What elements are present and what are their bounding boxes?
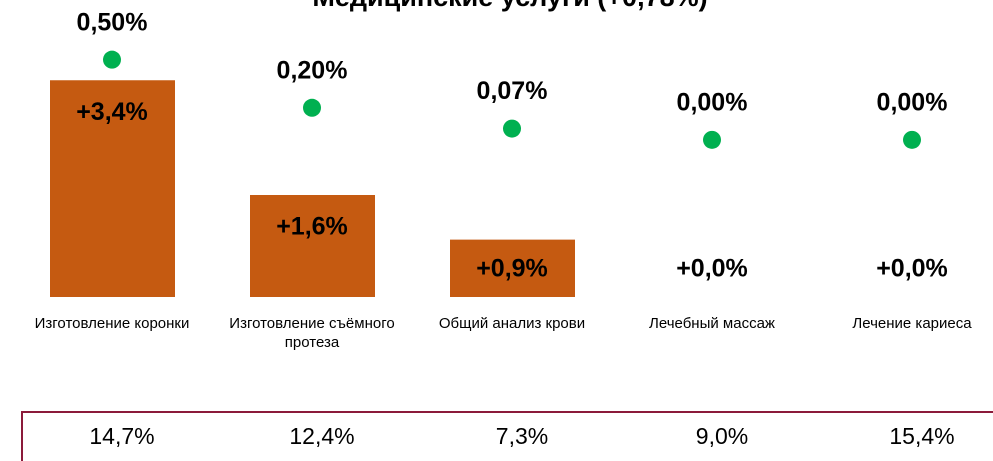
category-label: Изготовление съёмного протеза: [229, 315, 395, 351]
dot-label: 0,50%: [77, 8, 148, 36]
bar: [50, 80, 175, 297]
dot: [303, 98, 321, 117]
dot: [103, 50, 121, 69]
dot-label: 0,00%: [877, 88, 948, 116]
category-label: Лечебный массаж: [649, 315, 775, 332]
chart-title: Медицинские услуги (+0,78%): [312, 0, 707, 12]
bar-label: +3,4%: [76, 98, 148, 126]
weight-label: 14,7%: [89, 423, 154, 449]
dot: [503, 119, 521, 138]
category-label: Изготовление коронки: [34, 315, 190, 332]
bar: [450, 239, 575, 297]
weights-box: [21, 411, 993, 461]
dot: [703, 130, 721, 149]
category-label: Общий анализ крови: [438, 315, 586, 332]
dot-label: 0,20%: [277, 56, 348, 84]
dot: [903, 130, 921, 149]
weight-label: 9,0%: [696, 423, 748, 449]
bar-label: +1,6%: [276, 213, 348, 241]
bar-label: +0,0%: [676, 255, 748, 283]
weight-label: 7,3%: [496, 423, 548, 449]
dot-label: 0,00%: [677, 88, 748, 116]
bar: [250, 195, 375, 297]
weight-label: 15,4%: [889, 423, 954, 449]
weight-label: 12,4%: [289, 423, 354, 449]
category-label: Лечение кариеса: [852, 315, 972, 332]
bar-label: +0,0%: [876, 255, 948, 283]
dot-label: 0,07%: [477, 77, 548, 105]
bar-label: +0,9%: [476, 255, 548, 283]
